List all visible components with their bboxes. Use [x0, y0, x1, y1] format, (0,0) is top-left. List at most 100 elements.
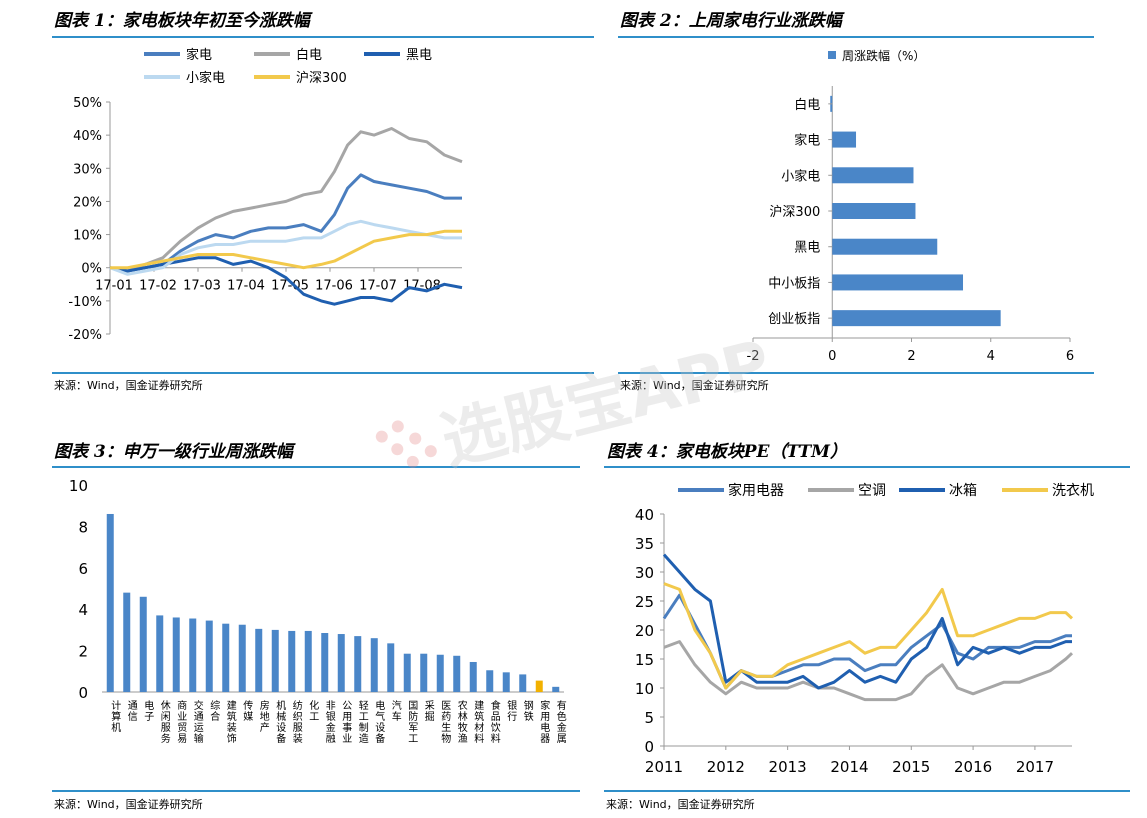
y-tick-label: 10 — [69, 477, 88, 495]
bar — [106, 513, 114, 692]
series-line — [663, 640, 1074, 702]
bar — [832, 238, 938, 255]
bar — [436, 654, 444, 692]
y-tick-label: 0% — [81, 262, 102, 277]
legend-label: 沪深300 — [296, 70, 347, 86]
bar — [420, 653, 428, 692]
series-line — [109, 127, 463, 273]
bar — [222, 623, 230, 692]
legend-label: 黑电 — [406, 48, 432, 63]
series-line — [662, 553, 1072, 690]
category-label: 汽车 — [389, 699, 401, 722]
category-label: 国防军工 — [406, 700, 418, 744]
category-label: 银行 — [505, 699, 517, 722]
category-label: 通信 — [125, 700, 137, 722]
category-label: 采掘 — [422, 700, 434, 722]
chart3-source-rule — [52, 790, 580, 792]
y-tick-label: 20 — [635, 622, 654, 640]
legend-label: 白电 — [296, 47, 322, 63]
x-tick-label: 2012 — [707, 758, 745, 776]
chart2-source: 来源：Wind，国金证券研究所 — [620, 379, 769, 392]
category-label: 中小板指 — [768, 276, 820, 291]
chart4-source-rule — [604, 790, 1130, 792]
legend-label: 洗衣机 — [1052, 483, 1094, 499]
category-label: 公用事业 — [340, 700, 352, 744]
bar — [832, 167, 914, 184]
bar — [123, 592, 131, 692]
y-tick-label: -20% — [68, 328, 102, 343]
bar — [288, 630, 296, 692]
x-tick-label: 17-04 — [227, 279, 265, 294]
legend-label: 周涨跌幅（%） — [842, 48, 925, 63]
category-label: 建筑装饰 — [224, 699, 236, 744]
category-label: 创业板指 — [768, 312, 820, 327]
y-tick-label: 30% — [73, 162, 102, 177]
chart4-title: 图表 4：家电板块PE（TTM） — [607, 442, 848, 462]
chart3-bar-chart: 0 2 4 6 8 10 计算机 通信 电子 休闲服务 商业贸易 交通运输 综合 建筑装饰 传媒 房地产 机械设… — [69, 477, 566, 744]
category-label: 商业贸易 — [175, 699, 187, 744]
chart2-title: 图表 2：上周家电行业涨跌幅 — [620, 11, 842, 31]
y-tick-label: 30 — [635, 564, 654, 582]
legend-label: 冰箱 — [949, 483, 977, 499]
category-label: 家电 — [794, 133, 820, 149]
x-tick-label: 0 — [828, 349, 836, 364]
category-label: 黑电 — [794, 241, 820, 256]
category-label: 有色金属 — [554, 699, 566, 744]
bar — [238, 624, 246, 692]
x-tick-label: 4 — [987, 349, 995, 364]
bar — [354, 636, 362, 692]
x-tick-label: -2 — [747, 349, 760, 364]
y-tick-label: 40% — [73, 129, 102, 144]
category-label: 白电 — [794, 97, 820, 113]
bar — [189, 618, 197, 692]
category-label: 机械设备 — [274, 699, 286, 744]
chart3-title: 图表 3：申万一级行业周涨跌幅 — [54, 442, 293, 462]
bar — [832, 203, 916, 219]
category-label: 休闲服务 — [158, 700, 170, 744]
legend-label: 家用电器 — [728, 482, 784, 499]
bar — [387, 643, 395, 692]
bar — [535, 680, 543, 692]
bar — [304, 630, 312, 692]
legend-swatch — [828, 51, 836, 59]
bar — [519, 674, 527, 692]
category-label: 沪深300 — [769, 204, 820, 220]
x-tick-label: 2013 — [769, 758, 807, 776]
chart3-source: 来源：Wind，国金证券研究所 — [54, 798, 203, 811]
x-tick-label: 6 — [1066, 349, 1074, 364]
series-line — [109, 219, 462, 276]
chart1-title-rule — [52, 36, 594, 38]
y-tick-label: 0 — [78, 684, 88, 702]
bar — [453, 655, 461, 692]
y-tick-label: 25 — [635, 593, 654, 611]
bar — [403, 653, 411, 692]
x-tick-label: 2 — [907, 349, 915, 364]
bar — [502, 672, 510, 692]
y-tick-label: 40 — [635, 506, 654, 524]
x-tick-label: 2017 — [1016, 758, 1054, 776]
category-label: 交通运输 — [191, 699, 203, 744]
bar — [552, 686, 560, 692]
category-label: 食品饮料 — [488, 699, 500, 744]
x-tick-label: 2016 — [954, 758, 992, 776]
chart2-title-rule — [618, 36, 1094, 38]
chart4-line-chart: 家用电器 空调 冰箱 洗衣机 0 5 10 15 20 25 30 35 40 2011 2012 2013 2… — [635, 482, 1094, 776]
y-tick-label: 20% — [73, 195, 102, 210]
category-label: 纺织服装 — [290, 699, 302, 744]
legend-label: 空调 — [858, 483, 886, 499]
y-tick-label: -10% — [68, 295, 102, 310]
y-tick-label: 15 — [635, 651, 654, 669]
legend-label: 家电 — [186, 47, 212, 63]
x-tick-label: 2015 — [892, 758, 930, 776]
x-tick-label: 17-03 — [183, 279, 221, 294]
y-tick-label: 5 — [644, 709, 654, 727]
bar — [156, 615, 164, 692]
x-tick-label: 17-02 — [139, 279, 177, 294]
bar — [271, 629, 279, 692]
x-tick-label: 17-01 — [95, 279, 133, 294]
chart4-source: 来源：Wind，国金证券研究所 — [606, 798, 755, 811]
x-tick-label: 2014 — [830, 758, 868, 776]
bar — [255, 628, 263, 692]
category-label: 钢铁 — [521, 699, 533, 722]
